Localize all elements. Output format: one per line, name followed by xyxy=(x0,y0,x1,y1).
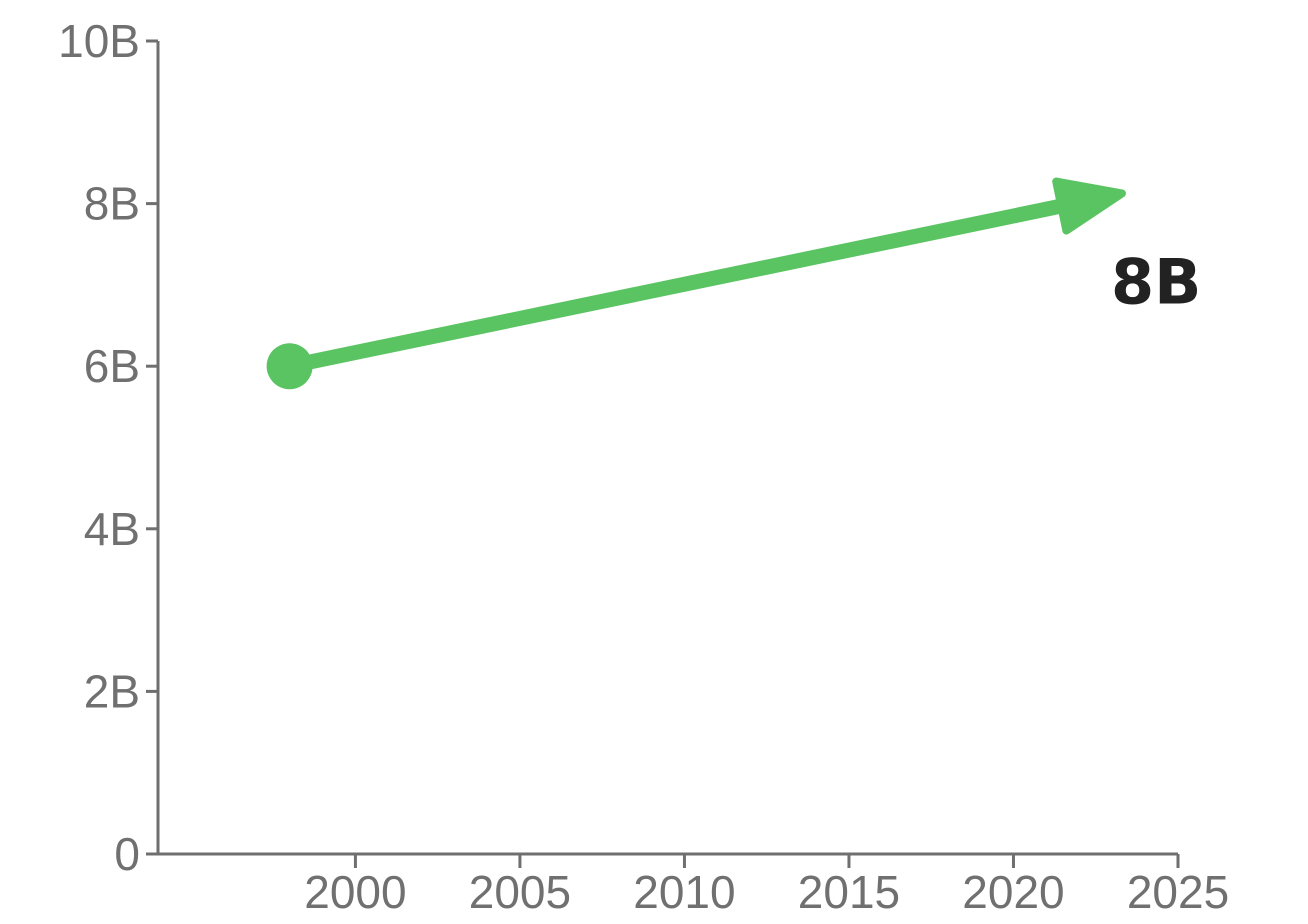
series-line xyxy=(282,197,1075,374)
y-axis: 0 2B 4B 6B 8B 10B xyxy=(58,15,160,880)
series-end-arrow xyxy=(1052,177,1126,235)
x-tick-label: 2020 xyxy=(962,866,1064,918)
y-tick-label: 2B xyxy=(84,665,140,717)
y-tick-label: 0 xyxy=(114,828,140,880)
series-layer xyxy=(266,177,1126,390)
x-tick-label: 2010 xyxy=(633,866,735,918)
x-axis: 2000 2005 2010 2015 2020 2025 xyxy=(158,852,1229,918)
y-tick-label: 6B xyxy=(84,340,140,392)
series-start-point xyxy=(266,343,313,390)
end-value-label: 8B xyxy=(1111,245,1201,318)
y-tick-label: 4B xyxy=(84,503,140,555)
x-tick-label: 2000 xyxy=(304,866,406,918)
y-tick-label: 10B xyxy=(58,15,140,67)
x-tick-label: 2005 xyxy=(469,866,571,918)
annotation-layer: 8B xyxy=(1111,245,1201,318)
x-tick-label: 2025 xyxy=(1127,866,1229,918)
y-tick-label: 8B xyxy=(84,178,140,230)
x-tick-label: 2015 xyxy=(798,866,900,918)
